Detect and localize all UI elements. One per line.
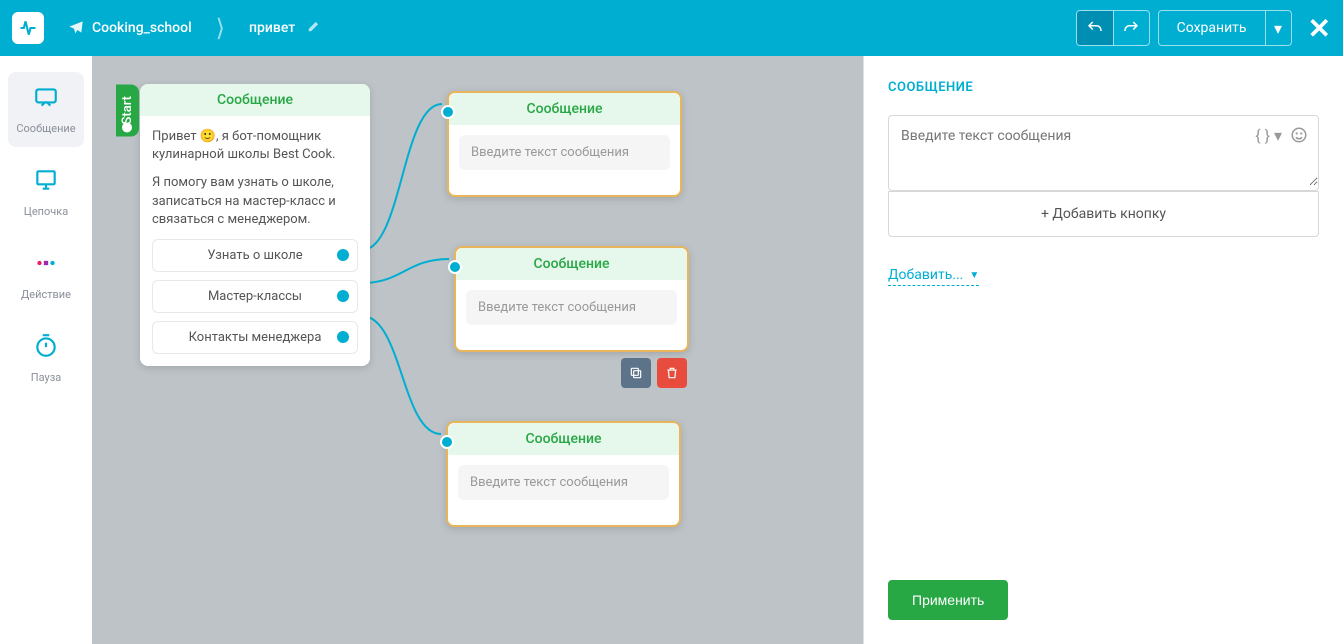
message-node-3[interactable]: Сообщение Введите текст сообщения	[446, 421, 681, 527]
reply-label: Узнать о школе	[207, 248, 302, 263]
placeholder-text: Введите текст сообщения	[458, 465, 669, 500]
start-node[interactable]: Start Сообщение Привет 🙂, я бот-помощник…	[140, 84, 370, 366]
textarea-tools: { } ▾	[1255, 126, 1308, 148]
left-sidebar: Сообщение Цепочка Действие Пауза	[0, 56, 92, 644]
pause-icon	[33, 333, 59, 365]
delete-node-button[interactable]	[657, 358, 687, 388]
sidebar-label: Сообщение	[16, 122, 75, 135]
breadcrumb: Cooking_school ⟩ привет	[68, 14, 321, 42]
node-body: Введите текст сообщения	[448, 455, 679, 525]
sidebar-label: Пауза	[31, 371, 62, 384]
chain-icon	[33, 167, 59, 199]
message-input-wrap: { } ▾	[888, 115, 1319, 191]
undo-redo-group	[1076, 10, 1150, 46]
connector-dot[interactable]	[337, 290, 349, 302]
add-element-dropdown[interactable]: Добавить... ▼	[888, 267, 979, 286]
add-more-label: Добавить...	[888, 267, 963, 283]
input-connector[interactable]	[441, 105, 455, 119]
sidebar-item-message[interactable]: Сообщение	[8, 72, 84, 147]
node-header: Сообщение	[448, 423, 679, 455]
placeholder-text: Введите текст сообщения	[466, 290, 677, 325]
start-text: Start	[120, 96, 135, 124]
node-header: Сообщение	[456, 248, 687, 280]
message-textarea[interactable]	[889, 116, 1318, 186]
quick-reply-2[interactable]: Мастер-классы	[152, 280, 358, 313]
save-dropdown[interactable]: ▾	[1265, 11, 1291, 45]
main-layout: Сообщение Цепочка Действие Пауза	[0, 56, 1343, 644]
sidebar-item-pause[interactable]: Пауза	[8, 321, 84, 396]
connector-dot[interactable]	[337, 249, 349, 261]
start-dot	[123, 122, 133, 132]
input-connector[interactable]	[448, 260, 462, 274]
telegram-icon	[68, 20, 84, 36]
save-group: Сохранить ▾	[1158, 10, 1292, 46]
start-badge: Start	[116, 84, 139, 136]
variables-icon[interactable]: { } ▾	[1255, 126, 1282, 148]
quick-reply-3[interactable]: Контакты менеджера	[152, 321, 358, 354]
redo-button[interactable]	[1113, 11, 1149, 45]
panel-title: СООБЩЕНИЕ	[888, 80, 1319, 95]
top-header: Cooking_school ⟩ привет Сохранить ▾ ✕	[0, 0, 1343, 56]
message-text-2: Я помогу вам узнать о школе, записаться …	[152, 174, 358, 229]
close-button[interactable]: ✕	[1308, 12, 1331, 45]
apply-button[interactable]: Применить	[888, 580, 1008, 620]
node-header: Сообщение	[140, 84, 370, 116]
save-button[interactable]: Сохранить	[1159, 11, 1265, 45]
node-body: Введите текст сообщения	[449, 125, 680, 195]
breadcrumb-separator: ⟩	[216, 14, 225, 42]
message-node-1[interactable]: Сообщение Введите текст сообщения	[447, 91, 682, 197]
app-logo[interactable]	[12, 12, 44, 44]
node-body: Привет 🙂, я бот-помощник кулинарной школ…	[140, 116, 370, 366]
header-actions: Сохранить ▾ ✕	[1076, 10, 1331, 46]
edit-flow-icon[interactable]	[307, 19, 321, 37]
node-actions	[621, 358, 687, 388]
emoji-icon[interactable]	[1290, 126, 1308, 148]
undo-button[interactable]	[1077, 11, 1113, 45]
sidebar-item-action[interactable]: Действие	[8, 238, 84, 313]
reply-label: Контакты менеджера	[189, 330, 322, 345]
quick-reply-1[interactable]: Узнать о школе	[152, 239, 358, 272]
input-connector[interactable]	[440, 435, 454, 449]
add-button-link[interactable]: + Добавить кнопку	[888, 191, 1319, 237]
connector-dot[interactable]	[337, 331, 349, 343]
message-icon	[33, 84, 59, 116]
sidebar-label: Действие	[21, 288, 71, 301]
properties-panel: СООБЩЕНИЕ { } ▾ + Добавить кнопку Добави…	[863, 56, 1343, 644]
message-text-1: Привет 🙂, я бот-помощник кулинарной школ…	[152, 128, 358, 164]
flow-name: привет	[249, 20, 295, 36]
node-body: Введите текст сообщения	[456, 280, 687, 350]
message-node-2[interactable]: Сообщение Введите текст сообщения	[454, 246, 689, 352]
flow-canvas[interactable]: Start Сообщение Привет 🙂, я бот-помощник…	[92, 56, 863, 644]
copy-node-button[interactable]	[621, 358, 651, 388]
caret-down-icon: ▼	[969, 270, 979, 281]
sidebar-label: Цепочка	[24, 205, 68, 218]
bot-name[interactable]: Cooking_school	[92, 20, 192, 36]
reply-label: Мастер-классы	[208, 289, 302, 304]
sidebar-item-chain[interactable]: Цепочка	[8, 155, 84, 230]
action-icon	[33, 250, 59, 282]
placeholder-text: Введите текст сообщения	[459, 135, 670, 170]
node-header: Сообщение	[449, 93, 680, 125]
